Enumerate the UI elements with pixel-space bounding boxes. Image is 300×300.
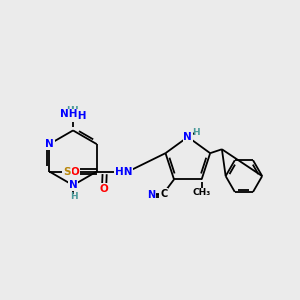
Text: N: N — [147, 190, 155, 200]
Text: N: N — [45, 139, 54, 149]
Text: HN: HN — [115, 167, 132, 176]
Text: NH: NH — [60, 109, 78, 119]
Text: H: H — [66, 106, 74, 116]
Text: C: C — [160, 189, 167, 199]
Text: CH₃: CH₃ — [193, 188, 211, 197]
Text: O: O — [100, 184, 109, 194]
Text: O: O — [70, 167, 79, 176]
Text: N: N — [184, 132, 192, 142]
Text: S: S — [63, 167, 71, 176]
Text: N: N — [69, 180, 77, 190]
Text: H: H — [70, 192, 77, 201]
Text: H: H — [192, 128, 200, 137]
Text: NH: NH — [69, 111, 86, 121]
Text: H: H — [70, 106, 78, 115]
